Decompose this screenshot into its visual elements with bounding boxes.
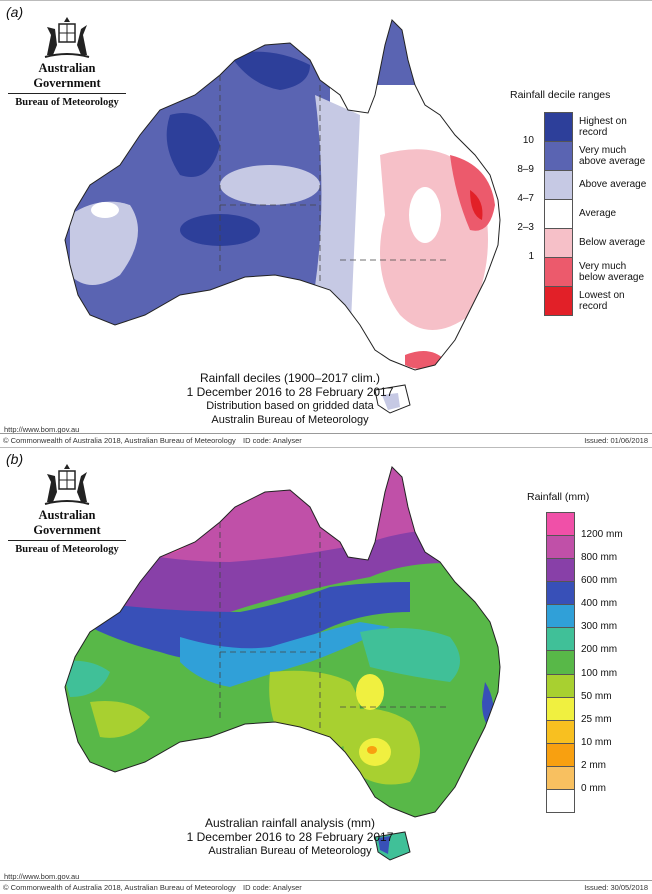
legend-label: Very much below average [579,260,645,283]
panel-footer: © Commonwealth of Australia 2018, Austra… [0,433,652,447]
decile-map [64,19,501,414]
legend-swatch [546,512,575,537]
issued-date: Issued: 30/05/2018 [584,883,648,892]
bureau-name: Bureau of Meteorology [15,544,119,555]
legend-swatch [544,199,573,229]
legend-label: 300 mm [581,621,618,633]
id-code: ID code: Analyser [243,436,302,445]
legend-title: Rainfall (mm) [527,491,590,503]
panel-label: (b) [6,451,24,467]
legend-label: 2 mm [581,759,606,771]
caption-line: 1 December 2016 to 28 February 2017 [186,830,394,844]
caption-line: Distribution based on gridded data [206,400,374,412]
legend-tick: 2–3 [517,222,534,233]
coat-of-arms-icon [44,464,90,505]
legend-swatch [546,650,575,675]
legend-swatch [546,788,575,813]
rainfall-map [64,466,501,861]
legend-swatch [546,719,575,744]
legend-swatch [544,286,573,316]
legend-swatch [546,535,575,560]
legend-label: Average [579,208,617,219]
bom-url[interactable]: http://www.bom.gov.au [4,425,80,434]
caption-line: Australin Bureau of Meteorology [211,414,369,426]
legend-swatch [544,257,573,287]
legend-label: Highest on record [579,115,627,138]
legend-label: 100 mm [581,667,618,679]
government-name: Australian Government [8,61,126,94]
legend-label: Above average [579,179,647,190]
legend-label: 400 mm [581,598,618,610]
panel-b-rainfall-totals: (b) Australian Government Bureau of Mete… [0,447,652,893]
panel-footer: © Commonwealth of Australia 2018, Austra… [0,880,652,894]
panel-a-rainfall-deciles: (a) Australian Government Bureau of Mete… [0,0,652,446]
legend-label: Lowest on record [579,289,625,312]
legend-tick: 1 [528,251,534,262]
legend-label: 200 mm [581,644,618,656]
id-code: ID code: Analyser [243,883,302,892]
legend-tick: 4–7 [517,193,534,204]
legend-tick: 8–9 [517,164,534,175]
legend-label: Very much above average [579,144,646,167]
legend-swatch [544,141,573,171]
caption-line: Australian Bureau of Meteorology [208,845,372,857]
bom-logo: Australian Government Bureau of Meteorol… [8,462,126,555]
legend-swatch [546,604,575,629]
legend-label: 0 mm [581,782,606,794]
caption-line: 1 December 2016 to 28 February 2017 [186,385,394,399]
legend-label: 25 mm [581,713,612,725]
legend-swatch [546,673,575,698]
legend-swatch [546,742,575,767]
map-caption: Australian rainfall analysis (mm) 1 Dece… [160,816,420,858]
legend-label: 1200 mm [581,529,623,541]
issued-date: Issued: 01/06/2018 [584,436,648,445]
legend-swatch [546,558,575,583]
legend-label: Below average [579,237,646,248]
legend-swatch [546,581,575,606]
copyright-text: © Commonwealth of Australia 2018, Austra… [3,883,236,892]
panel-label: (a) [6,4,24,20]
bureau-name: Bureau of Meteorology [15,97,119,108]
legend-title: Rainfall decile ranges [510,89,611,101]
legend-swatch [546,627,575,652]
rainfall-legend: 1200 mm 800 mm 600 mm 400 mm 300 mm 200 mm 100… [546,512,646,813]
legend-label: 10 mm [581,736,612,748]
legend-label: 600 mm [581,575,618,587]
coat-of-arms-icon [44,17,90,58]
legend-swatch [544,170,573,200]
bom-logo: Australian Government Bureau of Meteorol… [8,15,126,108]
copyright-text: © Commonwealth of Australia 2018, Austra… [3,436,236,445]
legend-swatch [546,696,575,721]
decile-legend: Highest on record Very much above average… [517,112,652,322]
caption-line: Rainfall deciles (1900–2017 clim.) [199,371,381,385]
legend-tick: 10 [522,135,534,146]
caption-line: Australian rainfall analysis (mm) [204,816,376,830]
bom-url[interactable]: http://www.bom.gov.au [4,872,80,881]
legend-swatch [544,228,573,258]
legend-label: 50 mm [581,690,612,702]
legend-swatch [546,765,575,790]
government-name: Australian Government [8,508,126,541]
map-caption: Rainfall deciles (1900–2017 clim.) 1 Dec… [160,371,420,427]
legend-swatch [544,112,573,142]
legend-label: 800 mm [581,552,618,564]
